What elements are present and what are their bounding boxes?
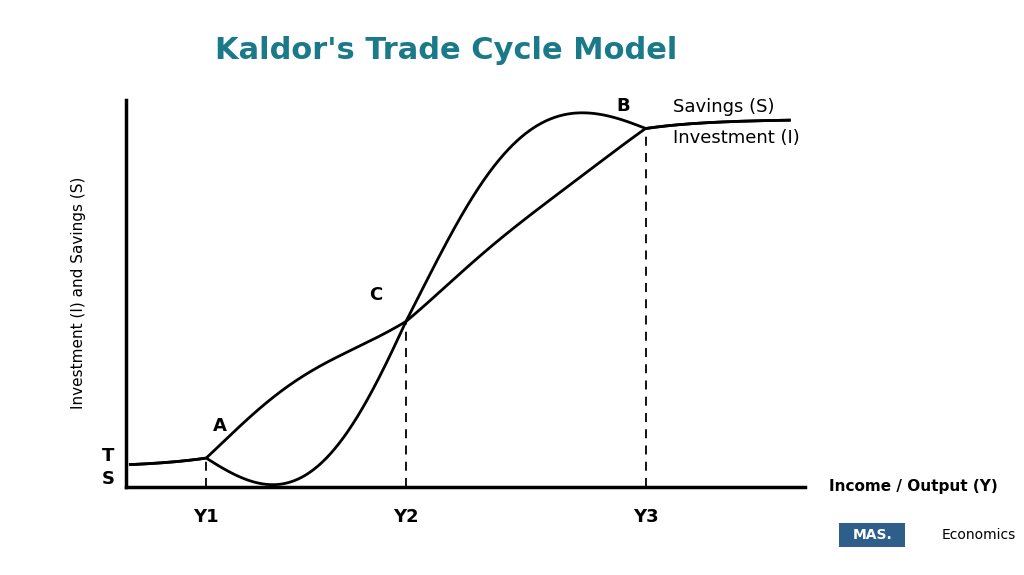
Text: Investment (I): Investment (I)	[674, 129, 800, 147]
Text: Y1: Y1	[194, 508, 219, 526]
Text: Income / Output (Y): Income / Output (Y)	[829, 479, 998, 494]
Text: T: T	[102, 447, 115, 465]
Text: Y3: Y3	[633, 508, 658, 526]
Text: Y2: Y2	[393, 508, 419, 526]
Text: A: A	[213, 417, 226, 435]
FancyBboxPatch shape	[839, 523, 905, 547]
Text: Savings (S): Savings (S)	[674, 98, 775, 116]
Text: Kaldor's Trade Cycle Model: Kaldor's Trade Cycle Model	[215, 36, 677, 65]
Text: Economics: Economics	[942, 528, 1017, 542]
Text: B: B	[615, 97, 630, 115]
Text: C: C	[369, 286, 382, 304]
Text: Investment (I) and Savings (S): Investment (I) and Savings (S)	[71, 177, 86, 409]
Text: S: S	[101, 470, 115, 488]
Text: MAS.: MAS.	[853, 528, 892, 542]
